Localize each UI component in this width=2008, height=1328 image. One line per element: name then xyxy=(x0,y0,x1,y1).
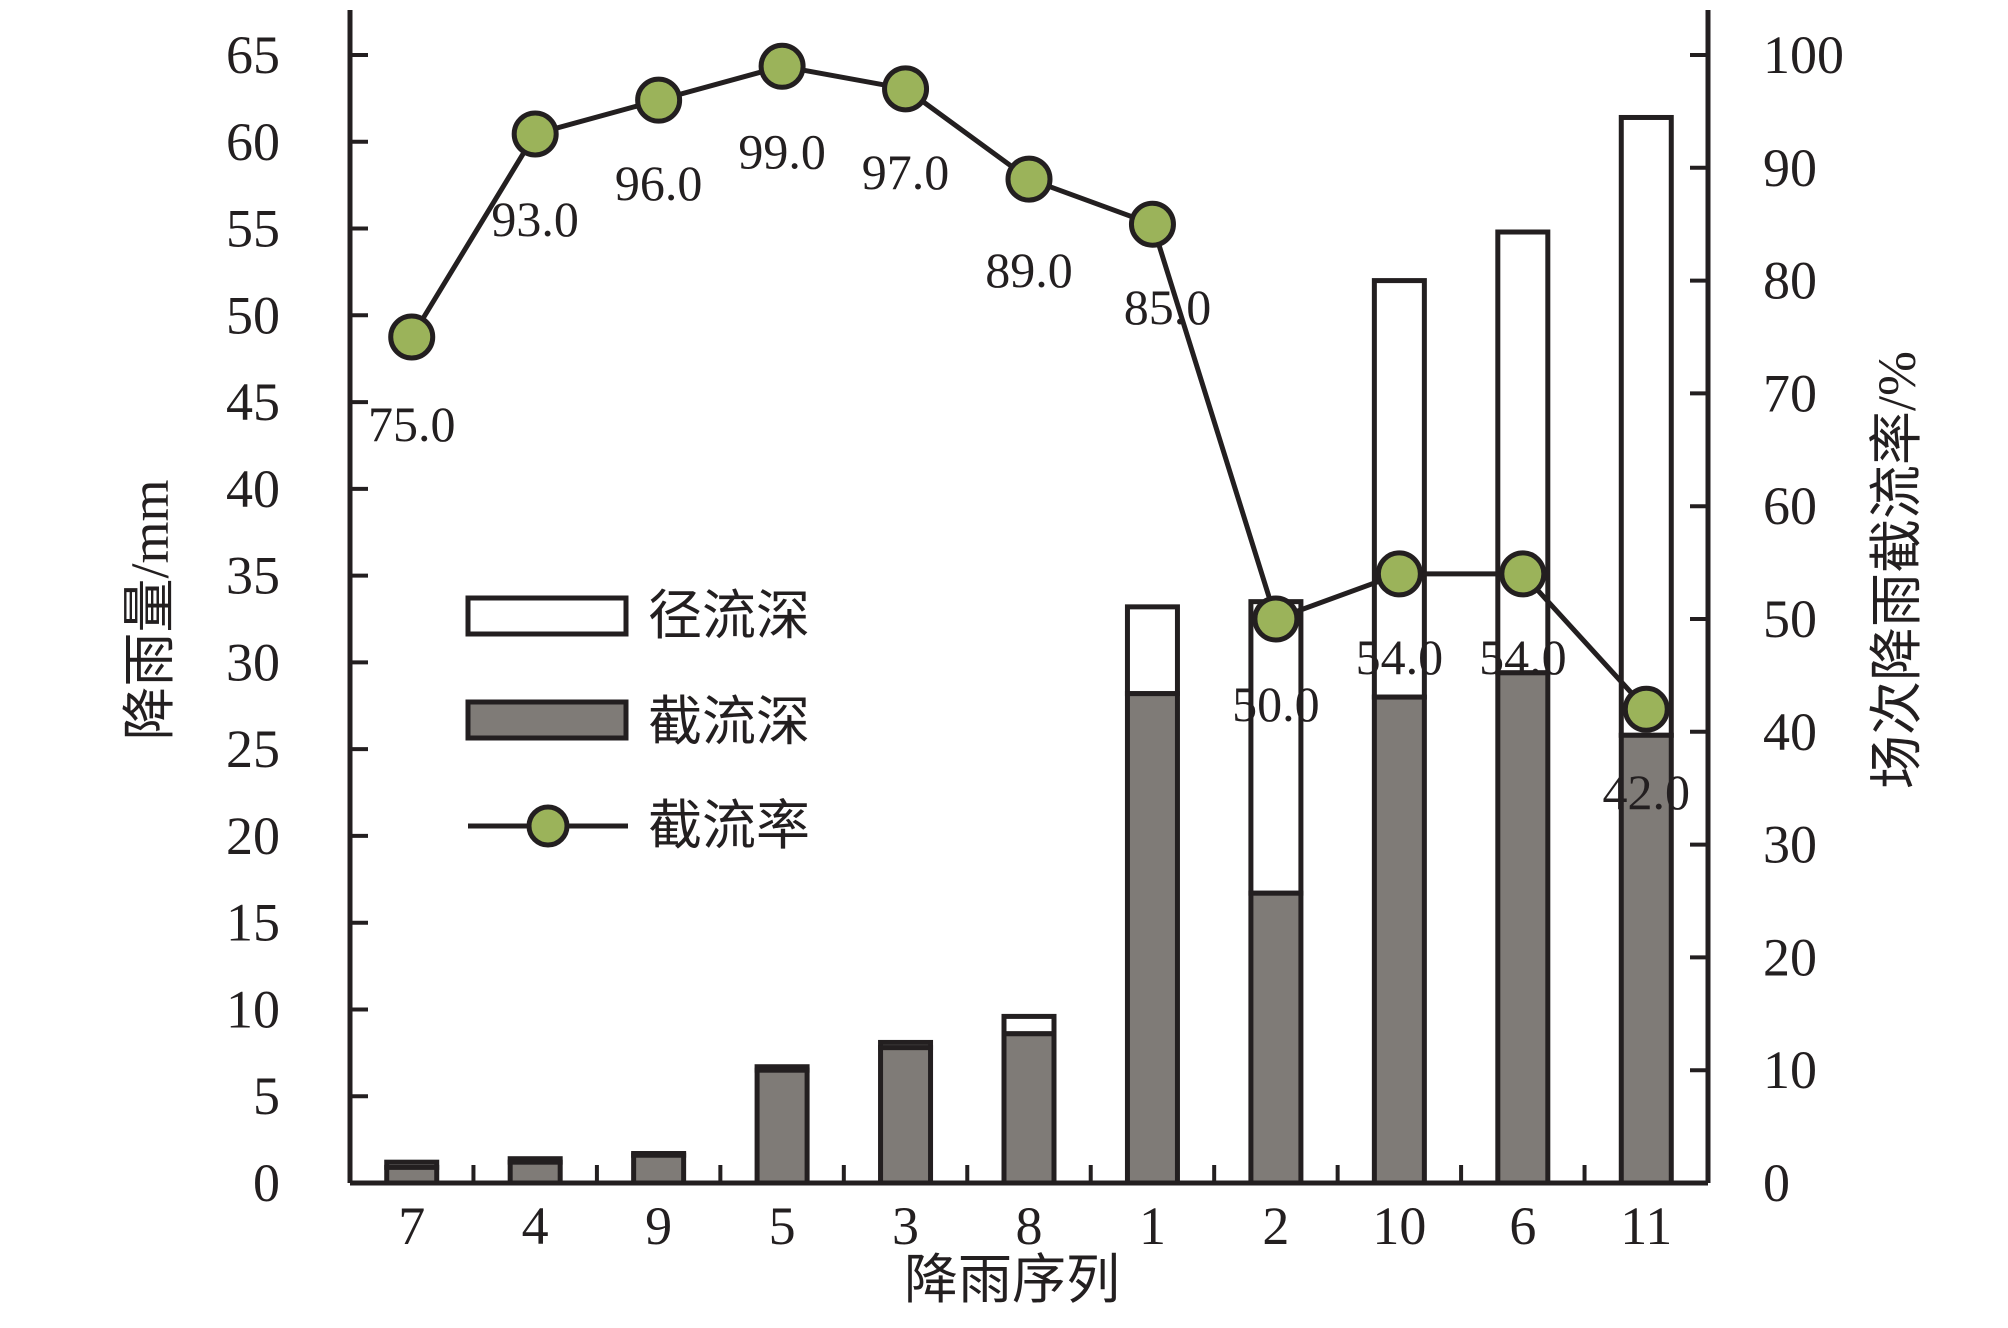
rate-data-label: 42.0 xyxy=(1603,764,1691,820)
rate-data-label: 89.0 xyxy=(985,242,1073,298)
rate-marker xyxy=(511,110,559,158)
rate-data-label: 50.0 xyxy=(1232,676,1320,732)
rate-data-label: 96.0 xyxy=(615,155,703,211)
rate-data-label: 85.0 xyxy=(1124,279,1212,335)
bar-intercept xyxy=(1248,890,1304,1186)
x-tick-label: 4 xyxy=(522,1196,549,1256)
x-tick-label: 8 xyxy=(1016,1196,1043,1256)
y2-tick-label: 40 xyxy=(1763,702,1817,762)
bar-runoff xyxy=(1001,1013,1057,1037)
rate-data-label: 75.0 xyxy=(368,396,456,452)
rate-marker xyxy=(1499,550,1547,598)
legend-label-runoff: 径流深 xyxy=(648,586,810,646)
bar-runoff xyxy=(1495,229,1551,676)
bar-runoff xyxy=(1618,114,1674,738)
rate-marker xyxy=(635,76,683,124)
x-tick-label: 11 xyxy=(1620,1196,1672,1256)
x-tick-label: 5 xyxy=(769,1196,796,1256)
y2-tick-label: 90 xyxy=(1763,138,1817,198)
y-tick-label: 40 xyxy=(226,459,280,519)
y2-tick-label: 70 xyxy=(1763,363,1817,423)
x-tick-label: 2 xyxy=(1262,1196,1289,1256)
y2-axis-title: 场次降雨截流率/% xyxy=(1867,351,1927,789)
y-axis-title: 降雨量/mm xyxy=(120,479,180,740)
line-layer xyxy=(388,42,1670,733)
y-tick-label: 0 xyxy=(253,1153,280,1213)
y-tick-label: 15 xyxy=(226,893,280,953)
y-tick-label: 35 xyxy=(226,546,280,606)
bar-runoff xyxy=(1124,604,1180,697)
rate-data-label: 54.0 xyxy=(1479,629,1567,685)
y-tick-label: 20 xyxy=(226,806,280,866)
rate-marker xyxy=(388,313,436,361)
rate-data-label: 97.0 xyxy=(862,144,950,200)
rate-data-label: 99.0 xyxy=(738,123,826,179)
rate-data-label: 54.0 xyxy=(1356,629,1444,685)
rate-marker xyxy=(1375,550,1423,598)
rate-marker xyxy=(882,65,930,113)
y2-tick-label: 60 xyxy=(1763,476,1817,536)
y-tick-label: 45 xyxy=(226,372,280,432)
bar-intercept xyxy=(507,1159,563,1186)
bar-intercept xyxy=(1001,1031,1057,1186)
y2-tick-label: 0 xyxy=(1763,1153,1790,1213)
y2-tick-label: 30 xyxy=(1763,815,1817,875)
legend-marker xyxy=(526,804,570,848)
legend-swatch-runoff xyxy=(465,595,629,637)
rate-marker xyxy=(1005,155,1053,203)
axes-layer: 0510152025303540455055606501020304050607… xyxy=(226,10,1844,1256)
bar-intercept xyxy=(878,1045,934,1186)
y2-tick-label: 10 xyxy=(1763,1040,1817,1100)
y-tick-label: 10 xyxy=(226,979,280,1039)
y2-tick-label: 80 xyxy=(1763,251,1817,311)
x-tick-label: 6 xyxy=(1509,1196,1536,1256)
labels-layer: 75.0 93.0 96.0 99.0 97.0 89.0 85.0 50.0 54.0 54.0… xyxy=(368,123,1690,820)
x-tick-label: 9 xyxy=(645,1196,672,1256)
x-tick-label: 10 xyxy=(1372,1196,1426,1256)
bar-intercept xyxy=(631,1152,687,1186)
legend-label-intercept: 截流深 xyxy=(648,692,810,752)
y-tick-label: 55 xyxy=(226,199,280,259)
x-tick-label: 7 xyxy=(398,1196,425,1256)
x-axis-title: 降雨序列 xyxy=(904,1250,1120,1310)
y-tick-label: 30 xyxy=(226,632,280,692)
y-tick-label: 25 xyxy=(226,719,280,779)
x-tick-label: 3 xyxy=(892,1196,919,1256)
bars-layer xyxy=(384,114,1674,1186)
x-tick-label: 1 xyxy=(1139,1196,1166,1256)
y2-tick-label: 100 xyxy=(1763,25,1844,85)
y-tick-label: 50 xyxy=(226,285,280,345)
rate-marker xyxy=(1128,200,1176,248)
bar-runoff xyxy=(1248,599,1304,896)
y2-tick-label: 50 xyxy=(1763,589,1817,649)
legend-label-rate: 截流率 xyxy=(648,796,810,856)
y-tick-label: 65 xyxy=(226,25,280,85)
y-tick-label: 60 xyxy=(226,112,280,172)
bar-intercept xyxy=(1124,691,1180,1186)
rate-data-label: 93.0 xyxy=(491,191,579,247)
legend: 径流深 截流深 截流率 xyxy=(465,586,810,856)
y2-tick-label: 20 xyxy=(1763,927,1817,987)
rate-marker xyxy=(1252,595,1300,643)
bar-intercept xyxy=(1495,670,1551,1186)
legend-swatch-intercept xyxy=(465,699,629,741)
y-tick-label: 5 xyxy=(253,1066,280,1126)
bar-intercept xyxy=(754,1067,810,1186)
rate-marker xyxy=(1622,685,1670,733)
rate-marker xyxy=(758,42,806,90)
bar-intercept xyxy=(1371,694,1427,1186)
